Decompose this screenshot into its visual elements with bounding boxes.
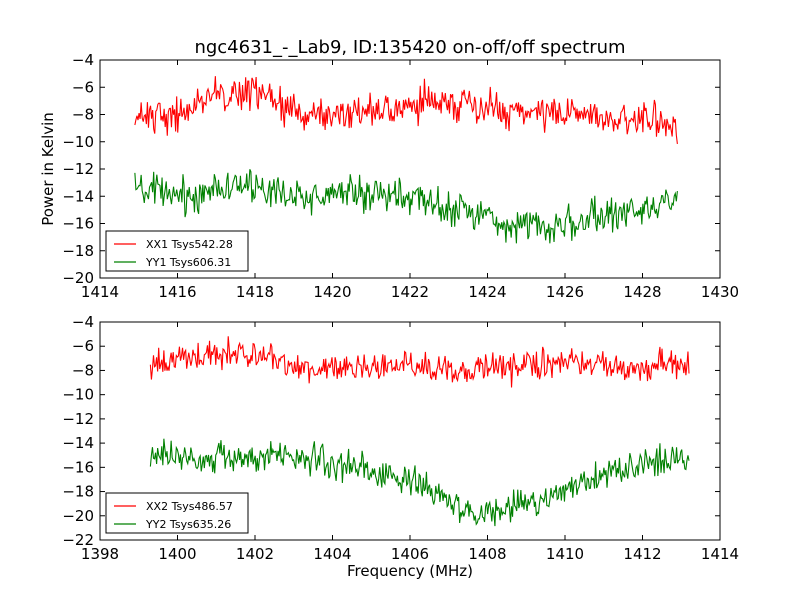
x-tick-label: 1418 (236, 283, 274, 301)
legend: XX1 Tsys542.28 YY1 Tsys606.31 (105, 230, 249, 272)
y-tick-label: −4 (72, 51, 94, 69)
series-line-xx1 (134, 76, 678, 145)
y-tick-label: −14 (62, 187, 94, 205)
x-tick-label: 1414 (701, 545, 739, 563)
y-tick-label: −4 (72, 313, 94, 331)
x-tick-label: 1416 (158, 283, 196, 301)
legend-label: XX1 Tsys542.28 (146, 238, 233, 251)
y-tick-label: −10 (62, 133, 94, 151)
plot-panel-top: 1414 1416 1418 1420 1422 1424 1426 1428 1430 −20 −… (39, 51, 739, 301)
y-tick-label: −6 (72, 78, 94, 96)
plot-panel-bottom: 1398 1400 1402 1404 1406 1408 1410 1412 1414 −22 −… (62, 313, 739, 580)
x-tick-label: 1422 (391, 283, 429, 301)
y-tick-label: −18 (62, 483, 94, 501)
x-axis-label: Frequency (MHz) (347, 562, 473, 580)
x-tick-label: 1406 (391, 545, 429, 563)
x-tick-label: 1430 (701, 283, 739, 301)
y-tick-label: −14 (62, 434, 94, 452)
y-tick-label: −8 (72, 106, 94, 124)
y-tick-label: −16 (62, 458, 94, 476)
figure-title: ngc4631_-_Lab9, ID:135420 on-off/off spe… (194, 37, 625, 58)
y-axis-label: Power in Kelvin (39, 112, 57, 226)
y-tick-label: −16 (62, 215, 94, 233)
series-line-yy1 (134, 169, 678, 244)
legend-label: YY2 Tsys635.26 (145, 518, 231, 531)
x-tick-label: 1412 (623, 545, 661, 563)
y-tick-label: −8 (72, 361, 94, 379)
y-tick-label: −20 (62, 507, 94, 525)
x-tick-label: 1424 (468, 283, 506, 301)
y-tick-label: −12 (62, 160, 94, 178)
legend-box (105, 492, 249, 534)
x-tick-label: 1420 (313, 283, 351, 301)
x-tick-label: 1426 (546, 283, 584, 301)
y-tick-label: −6 (72, 337, 94, 355)
x-tick-label: 1408 (468, 545, 506, 563)
y-tick-label: −22 (62, 531, 94, 549)
x-tick-label: 1400 (158, 545, 196, 563)
x-tick-label: 1402 (236, 545, 274, 563)
x-tick-label: 1414 (81, 283, 119, 301)
x-tick-label: 1404 (313, 545, 351, 563)
legend-label: YY1 Tsys606.31 (145, 256, 231, 269)
x-tick-label: 1398 (81, 545, 119, 563)
series-line-yy2 (149, 438, 690, 527)
x-tick-label: 1428 (623, 283, 661, 301)
y-tick-label: −20 (62, 269, 94, 287)
series-line-xx2 (149, 336, 690, 388)
x-tick-label: 1410 (546, 545, 584, 563)
y-tick-label: −12 (62, 410, 94, 428)
legend-label: XX2 Tsys486.57 (146, 500, 233, 513)
y-tick-label: −18 (62, 242, 94, 260)
y-tick-label: −10 (62, 386, 94, 404)
legend-box (105, 230, 249, 272)
legend: XX2 Tsys486.57 YY2 Tsys635.26 (105, 492, 249, 534)
